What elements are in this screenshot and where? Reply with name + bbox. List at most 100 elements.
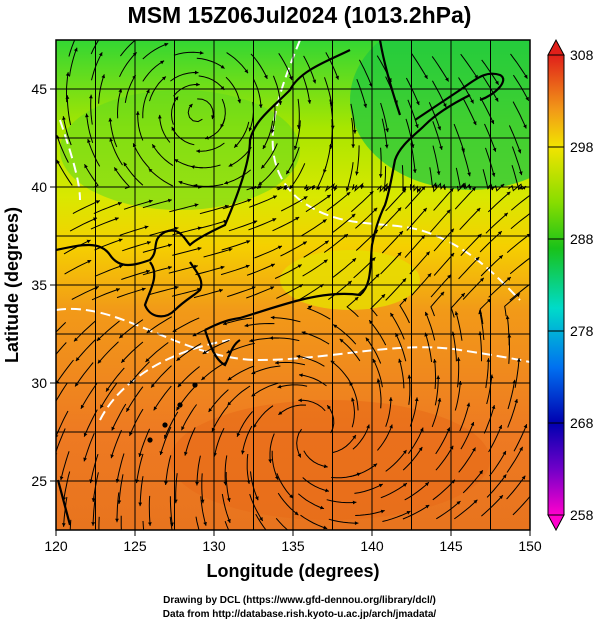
streamline-arrowhead: [56, 159, 60, 164]
streamline-arrowhead: [146, 329, 151, 333]
streamline-arrowhead: [491, 405, 496, 409]
streamline: [225, 472, 231, 502]
streamline-arrowhead: [181, 426, 185, 431]
streamline: [94, 238, 123, 251]
streamline: [513, 424, 528, 452]
streamline: [487, 191, 511, 213]
streamline: [306, 305, 331, 320]
streamline-arrowhead: [414, 397, 419, 402]
streamline: [380, 482, 408, 499]
streamline: [181, 404, 198, 431]
streamline: [510, 194, 530, 211]
streamline: [142, 88, 150, 119]
streamline: [350, 103, 356, 134]
streamline-arrowhead: [227, 497, 231, 502]
streamline: [172, 226, 202, 236]
streamline: [202, 339, 230, 355]
streamline: [96, 320, 120, 342]
streamline: [280, 241, 308, 257]
streamline: [285, 147, 300, 175]
streamline-arrowhead: [437, 126, 441, 131]
streamline: [137, 111, 144, 141]
streamline: [63, 496, 68, 527]
streamline: [297, 493, 325, 510]
streamline: [87, 138, 101, 167]
streamline: [436, 500, 461, 520]
streamline: [116, 88, 122, 119]
streamline-arrowhead: [121, 358, 126, 363]
streamline-arrowhead: [333, 324, 338, 329]
streamline-arrowhead: [83, 432, 88, 437]
streamline-arrowhead: [298, 398, 302, 403]
streamline-arrowhead: [323, 259, 328, 264]
streamline: [504, 293, 521, 317]
streamline-arrowhead: [354, 521, 359, 525]
streamline-arrowhead: [406, 511, 411, 515]
streamline-arrowhead: [418, 447, 423, 451]
streamline: [227, 365, 255, 381]
streamline-arrowhead: [402, 188, 406, 193]
streamline-arrowhead: [450, 228, 454, 233]
streamline-arrowhead: [160, 60, 165, 65]
streamline-arrowhead: [244, 69, 248, 74]
streamline: [193, 183, 224, 187]
streamline: [332, 434, 357, 454]
streamline-arrowhead: [159, 451, 164, 455]
streamline: [122, 241, 151, 252]
colorbar-tick-label: 308: [570, 47, 594, 63]
streamline-arrowhead: [480, 277, 484, 282]
streamline: [142, 43, 169, 60]
streamline-arrowhead: [286, 170, 290, 175]
streamline: [227, 286, 256, 298]
graticule: [56, 40, 530, 530]
streamline: [508, 125, 522, 154]
streamline-arrowhead: [208, 408, 213, 412]
streamline-arrowhead: [302, 241, 307, 245]
streamline-arrowhead: [466, 402, 471, 407]
streamline-arrowhead: [371, 257, 376, 262]
streamline-arrowhead: [119, 334, 124, 339]
streamline: [459, 402, 470, 432]
streamline: [120, 515, 122, 530]
streamline: [383, 166, 388, 193]
streamline: [169, 516, 173, 530]
streamline-arrowhead: [89, 94, 93, 99]
streamline-arrowhead: [164, 434, 168, 439]
streamline-arrowhead: [106, 387, 110, 392]
colorbar-tick-label: 298: [570, 139, 594, 155]
x-tick-label: 130: [202, 538, 226, 554]
streamline-arrowhead: [272, 218, 277, 222]
streamline-arrowhead: [220, 265, 225, 270]
streamline: [142, 520, 145, 530]
streamline: [376, 182, 391, 193]
streamline-arrowhead: [425, 505, 430, 509]
streamline: [64, 259, 92, 275]
streamline: [92, 495, 96, 526]
streamline: [511, 146, 523, 176]
streamline-arrowhead: [507, 333, 512, 338]
streamline-arrowhead: [249, 338, 254, 343]
streamline: [262, 120, 274, 150]
streamline: [56, 410, 69, 438]
streamline-arrowhead: [61, 523, 66, 527]
streamline: [385, 278, 407, 301]
x-tick-label: 120: [44, 538, 68, 554]
streamline-arrowhead: [138, 453, 143, 457]
streamline: [508, 333, 510, 364]
streamline-arrowhead: [97, 543, 101, 547]
streamline-arrowhead: [196, 149, 200, 154]
streamline-arrowhead: [295, 217, 300, 221]
streamline-arrowhead: [297, 453, 301, 458]
streamline: [175, 473, 178, 504]
streamline-arrowhead: [270, 286, 275, 290]
streamline: [356, 79, 367, 108]
streamline: [302, 259, 328, 277]
streamline-arrowhead: [174, 159, 179, 163]
streamline-arrowhead: [174, 96, 179, 101]
streamline-arrowhead: [514, 399, 518, 403]
streamline: [165, 455, 172, 486]
streamline: [296, 428, 303, 458]
streamline-arrowhead: [275, 475, 279, 480]
streamline-arrowhead: [307, 100, 312, 104]
